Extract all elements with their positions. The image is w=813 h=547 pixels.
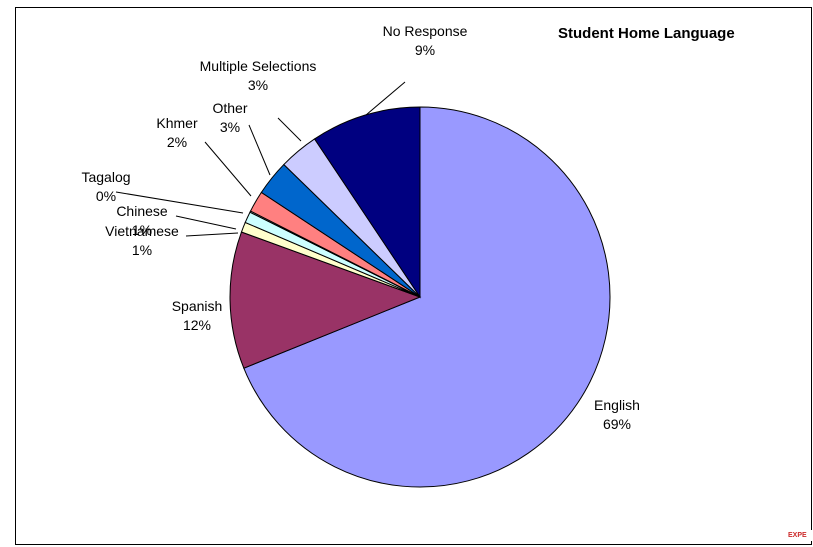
slice-label-other: Other bbox=[212, 100, 247, 116]
pie-slice-english bbox=[243, 106, 611, 488]
leader-line-tagalog bbox=[115, 191, 244, 214]
slice-value-no-response: 9% bbox=[415, 42, 435, 58]
slice-label-spanish: Spanish bbox=[172, 298, 223, 314]
leader-line-vietnamese bbox=[185, 232, 239, 237]
leader-line-khmer bbox=[204, 141, 252, 197]
watermark-logo: EXPE bbox=[788, 530, 813, 541]
slice-label-chinese: Chinese bbox=[116, 203, 168, 219]
leader-line-multiple-selections bbox=[277, 117, 302, 142]
leader-line-other bbox=[248, 124, 271, 176]
slice-value-khmer: 2% bbox=[167, 134, 187, 150]
slice-value-chinese: 1% bbox=[132, 222, 152, 238]
slice-label-no-response: No Response bbox=[383, 23, 468, 39]
leader-line-chinese bbox=[175, 215, 237, 230]
slice-label-english: English bbox=[594, 397, 640, 413]
leader-line-no-response bbox=[365, 81, 406, 116]
slice-value-other: 3% bbox=[220, 119, 240, 135]
pie-slice-no-response bbox=[313, 106, 421, 299]
slice-value-english: 69% bbox=[603, 416, 631, 432]
slice-value-tagalog: 0% bbox=[96, 188, 116, 204]
slice-label-tagalog: Tagalog bbox=[81, 169, 130, 185]
slice-label-khmer: Khmer bbox=[156, 115, 198, 131]
slice-label-vietnamese: Vietnamese bbox=[105, 223, 179, 239]
chart-title: Student Home Language bbox=[558, 25, 735, 42]
slice-value-vietnamese: 1% bbox=[132, 242, 152, 258]
slice-value-spanish: 12% bbox=[183, 317, 211, 333]
slice-label-multiple-selections: Multiple Selections bbox=[200, 58, 317, 74]
slice-value-multiple-selections: 3% bbox=[248, 77, 268, 93]
pie-slice-spanish bbox=[229, 231, 422, 369]
